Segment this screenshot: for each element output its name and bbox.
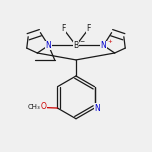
Text: CH₃: CH₃ (28, 104, 41, 110)
Text: −: − (79, 38, 84, 43)
Text: F: F (86, 24, 91, 33)
Text: B: B (73, 41, 79, 50)
Text: +: + (107, 39, 112, 44)
Text: O: O (40, 102, 46, 111)
Text: N: N (46, 41, 51, 50)
Text: N: N (94, 104, 100, 112)
Text: N: N (101, 41, 106, 50)
Text: F: F (61, 24, 66, 33)
